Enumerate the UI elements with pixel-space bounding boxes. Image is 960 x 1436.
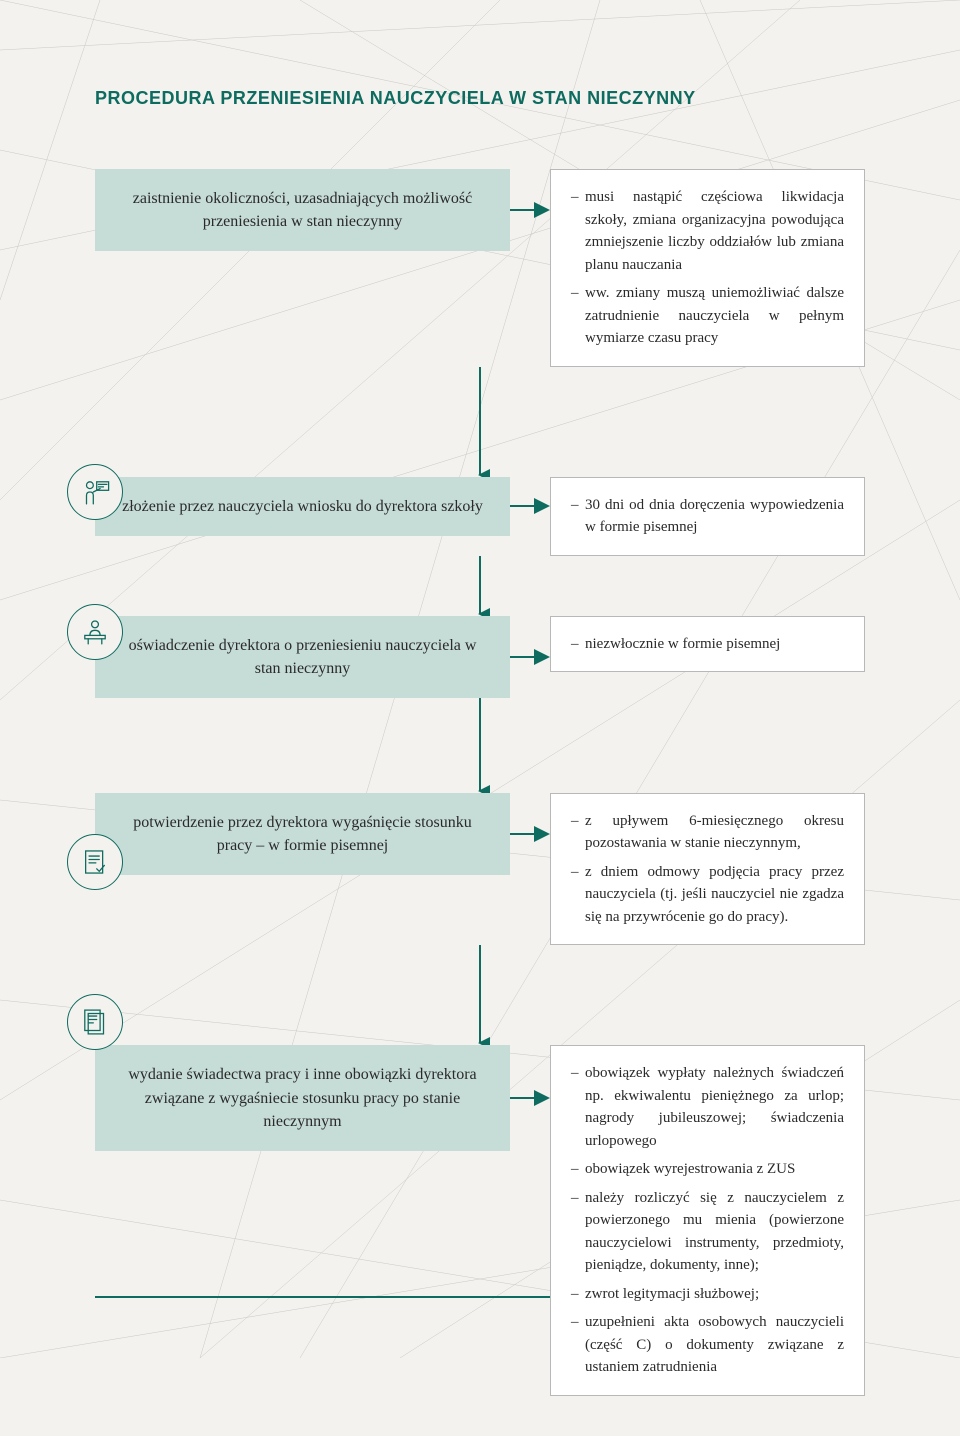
arrow-down (273, 556, 688, 616)
step-column: oświadczenie dyrektora o przeniesieniu n… (95, 616, 510, 698)
detail-box: niezwłocznie w formie pisemnej (550, 616, 865, 673)
step-column: potwierdzenie przez dyrektora wygaśnięci… (95, 793, 510, 875)
teacher-icon (67, 464, 123, 520)
page-title: PROCEDURA PRZENIESIENIA NAUCZYCIELA W ST… (95, 88, 865, 109)
step-column: zaistnienie okoliczności, uzasadniającyc… (95, 169, 510, 251)
step-column: wydanie świadectwa pracy i inne obowiązk… (95, 1045, 510, 1151)
detail-item: z upływem 6-miesięcznego okresu pozostaw… (571, 810, 844, 855)
detail-item: niezwłocznie w formie pisemnej (571, 633, 844, 656)
flow-row: potwierdzenie przez dyrektora wygaśnięci… (95, 793, 865, 946)
page-content: PROCEDURA PRZENIESIENIA NAUCZYCIELA W ST… (0, 0, 960, 1436)
detail-column: niezwłocznie w formie pisemnej (550, 616, 865, 673)
flow-row: oświadczenie dyrektora o przeniesieniu n… (95, 616, 865, 698)
detail-item: ww. zmiany muszą uniemożliwiać dalsze za… (571, 282, 844, 350)
docs-icon (67, 994, 123, 1050)
flow-row: złożenie przez nauczyciela wniosku do dy… (95, 477, 865, 556)
flow-row: zaistnienie okoliczności, uzasadniającyc… (95, 169, 865, 367)
detail-column: musi nastąpić częściowa likwidacja szkoł… (550, 169, 865, 367)
arrow-right (510, 496, 550, 516)
detail-column: z upływem 6-miesięcznego okresu pozostaw… (550, 793, 865, 946)
detail-box: 30 dni od dnia doręczenia wypowiedzenia … (550, 477, 865, 556)
detail-box: z upływem 6-miesięcznego okresu pozostaw… (550, 793, 865, 946)
step-box: oświadczenie dyrektora o przeniesieniu n… (95, 616, 510, 698)
detail-column: obowiązek wypłaty należnych świadczeń np… (550, 1045, 865, 1396)
arrow-right (510, 1088, 550, 1108)
arrow-right (510, 647, 550, 667)
doc-check-icon (67, 834, 123, 890)
arrow-right (510, 824, 550, 844)
flow-row: wydanie świadectwa pracy i inne obowiązk… (95, 1045, 865, 1396)
detail-item: obowiązek wypłaty należnych świadczeń np… (571, 1062, 844, 1152)
arrow-right (510, 200, 550, 220)
step-box: zaistnienie okoliczności, uzasadniającyc… (95, 169, 510, 251)
detail-item: należy rozliczyć się z nauczycielem z po… (571, 1187, 844, 1277)
flowchart: zaistnienie okoliczności, uzasadniającyc… (95, 169, 865, 1396)
detail-item: 30 dni od dnia doręczenia wypowiedzenia … (571, 494, 844, 539)
detail-item: uzupełnieni akta osobowych nauczycieli (… (571, 1311, 844, 1379)
step-box: złożenie przez nauczyciela wniosku do dy… (95, 477, 510, 536)
person-desk-icon (67, 604, 123, 660)
step-column: złożenie przez nauczyciela wniosku do dy… (95, 477, 510, 536)
detail-box: musi nastąpić częściowa likwidacja szkoł… (550, 169, 865, 367)
detail-item: zwrot legitymacji służbowej; (571, 1283, 844, 1306)
arrow-down (273, 945, 688, 1045)
arrow-down (273, 698, 688, 793)
detail-item: obowiązek wyrejestrowania z ZUS (571, 1158, 844, 1181)
detail-item: z dniem odmowy podjęcia pracy przez nauc… (571, 861, 844, 929)
detail-column: 30 dni od dnia doręczenia wypowiedzenia … (550, 477, 865, 556)
step-box: wydanie świadectwa pracy i inne obowiązk… (95, 1045, 510, 1151)
detail-item: musi nastąpić częściowa likwidacja szkoł… (571, 186, 844, 276)
detail-box: obowiązek wypłaty należnych świadczeń np… (550, 1045, 865, 1396)
arrow-down (273, 367, 688, 477)
step-box: potwierdzenie przez dyrektora wygaśnięci… (95, 793, 510, 875)
